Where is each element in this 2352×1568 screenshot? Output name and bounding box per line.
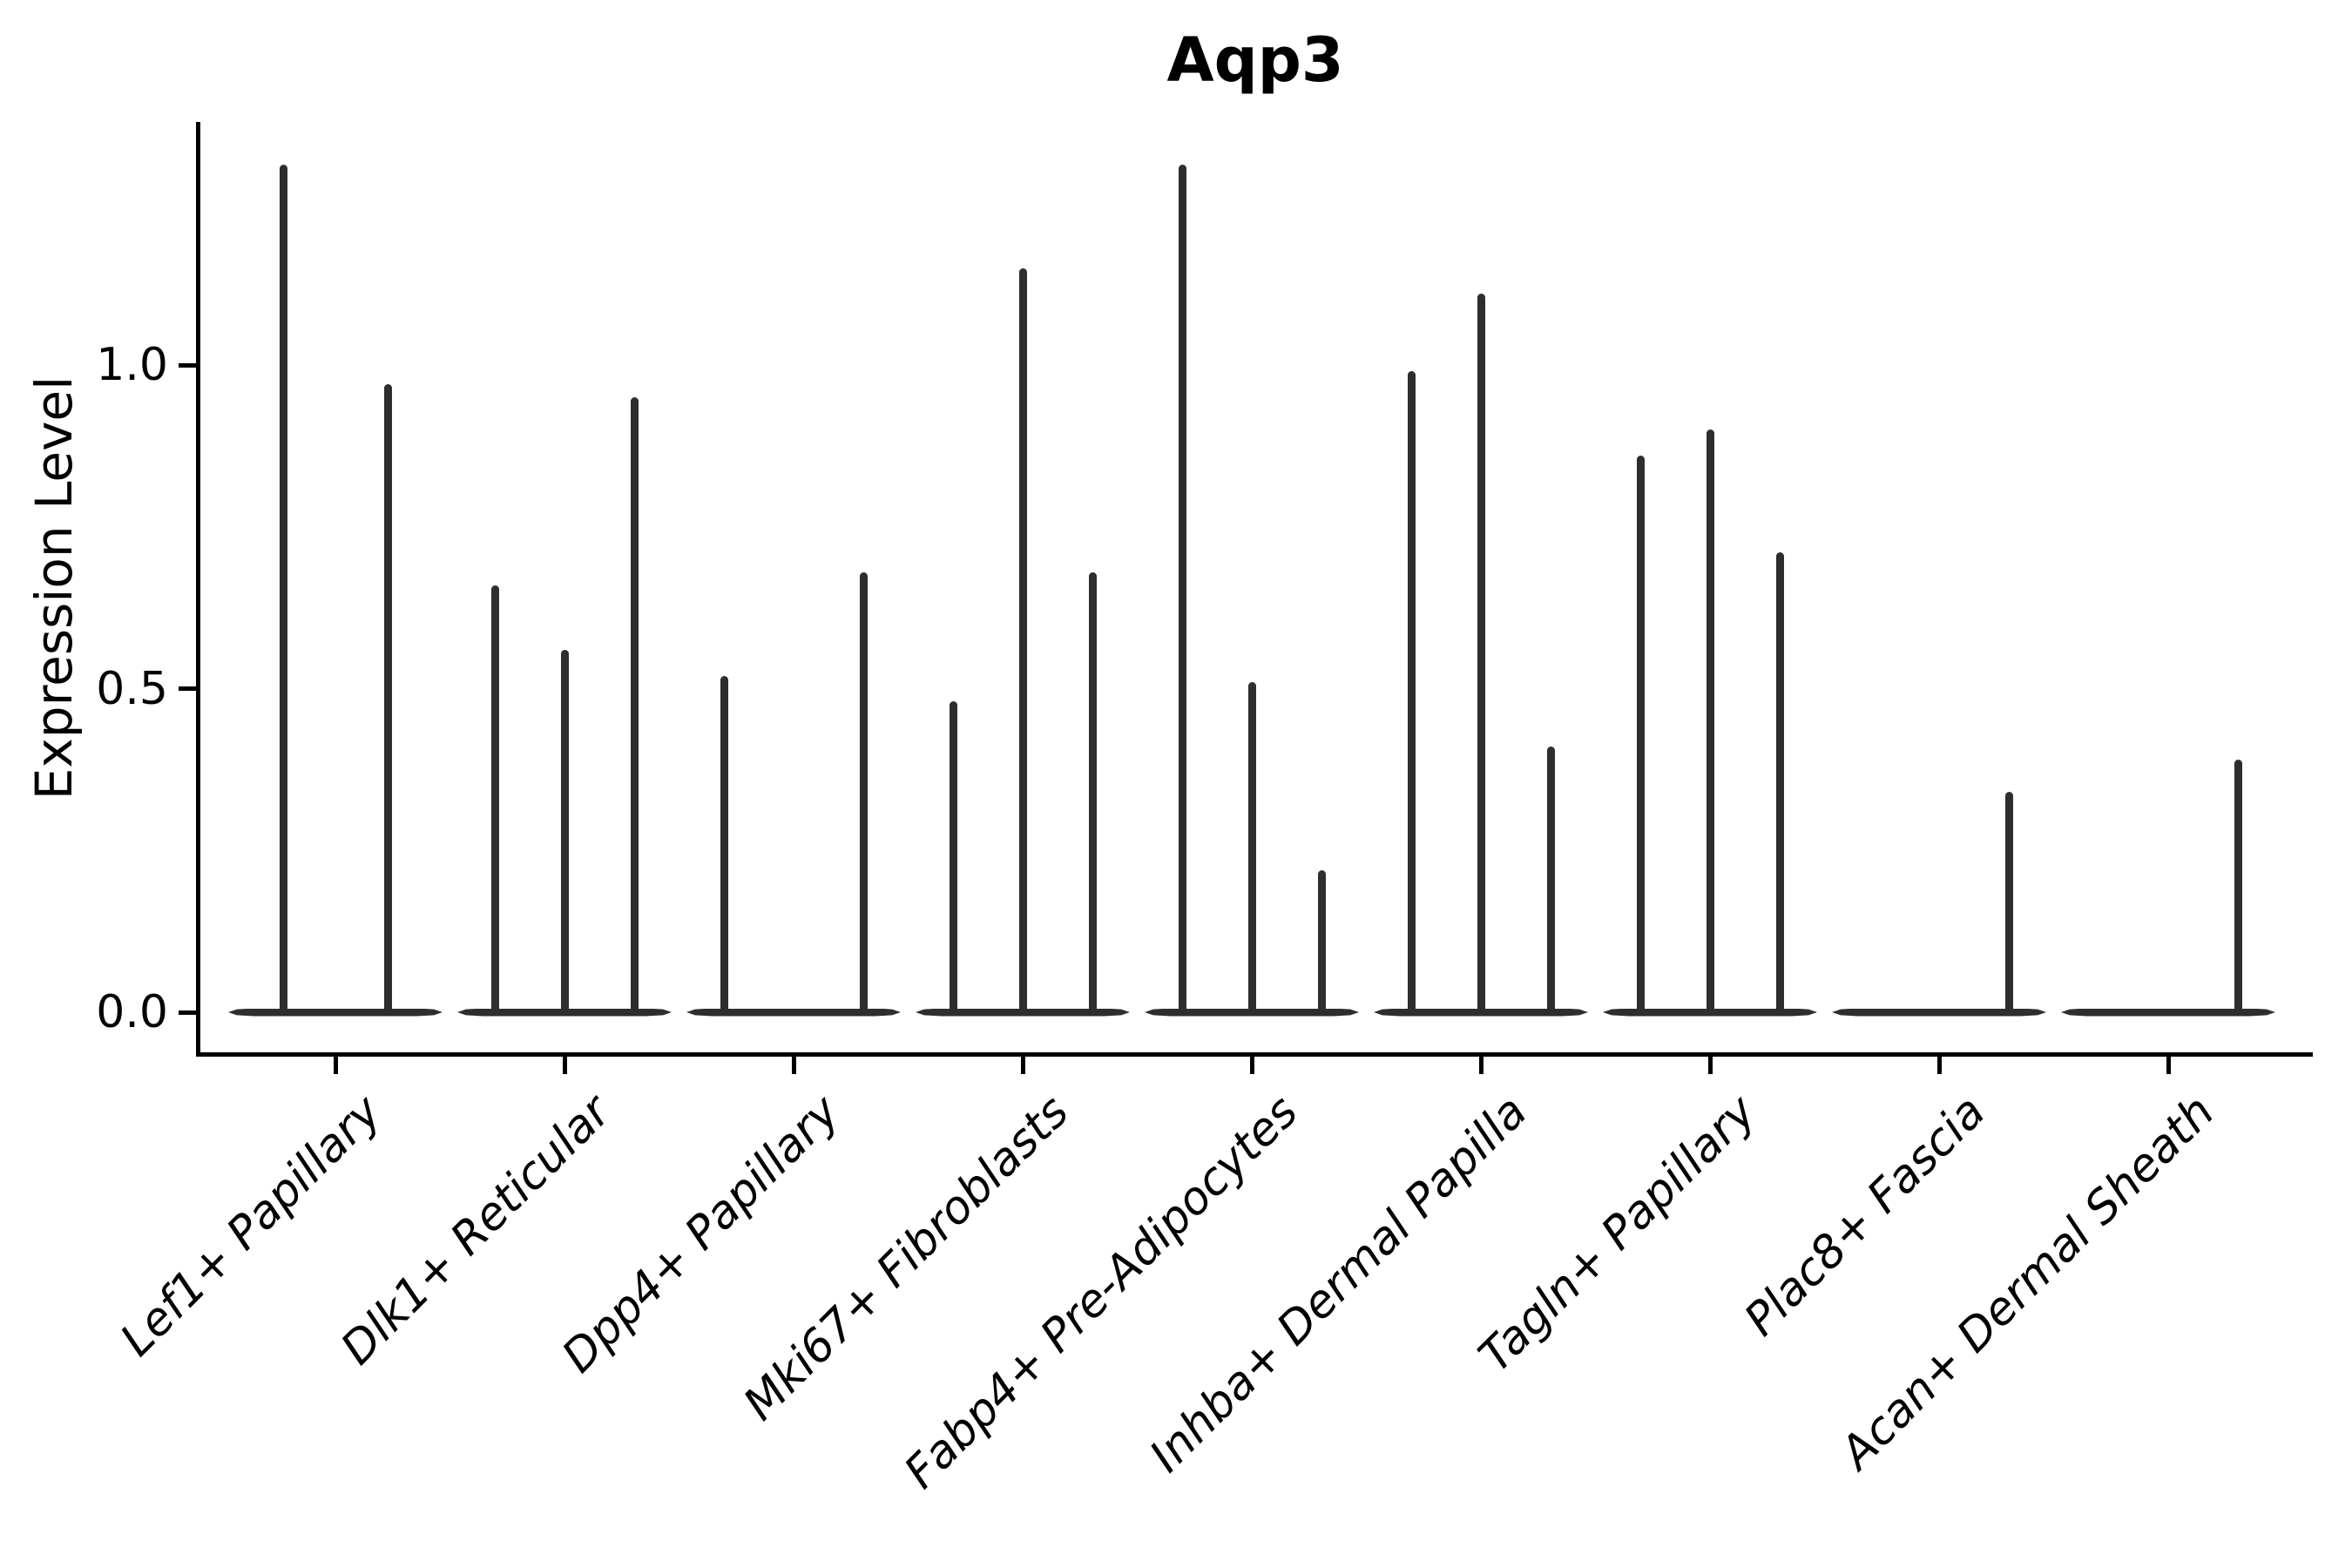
x-tick: [1478, 1056, 1484, 1074]
violin-spike: [720, 675, 728, 1012]
violin-base: [1603, 1008, 1817, 1017]
x-tick: [333, 1056, 338, 1074]
x-tick-label: Plac8+ Fascia: [1734, 1085, 1996, 1346]
violin-base: [916, 1008, 1130, 1017]
x-tick: [562, 1056, 567, 1074]
y-tick: [178, 686, 196, 691]
violin-spike: [1546, 747, 1555, 1012]
violin-spike: [1178, 164, 1186, 1012]
y-tick-label: 1.0: [96, 339, 168, 391]
violin-spike: [630, 397, 639, 1012]
violin-base: [2061, 1008, 2275, 1017]
x-tick: [2166, 1056, 2171, 1074]
violin-spike: [1018, 267, 1027, 1012]
violin-base: [1145, 1008, 1359, 1017]
x-tick: [1020, 1056, 1025, 1074]
violin-spike: [1636, 456, 1645, 1012]
violin-base: [686, 1008, 901, 1017]
violin-spike: [2234, 760, 2242, 1012]
x-tick: [1707, 1056, 1713, 1074]
x-tick: [1249, 1056, 1254, 1074]
y-tick: [178, 1010, 196, 1015]
violin-base: [457, 1008, 672, 1017]
violin-spike: [1706, 429, 1714, 1012]
chart-title: Aqp3: [1166, 24, 1344, 96]
x-tick-label: Acan+ Dermal Sheath: [1830, 1085, 2225, 1479]
x-tick: [1936, 1056, 1942, 1074]
violin-spike: [949, 701, 957, 1012]
violin-spike: [2004, 792, 2013, 1012]
x-tick: [791, 1056, 796, 1074]
violin-spike: [859, 571, 868, 1012]
violin-spike: [1088, 571, 1097, 1012]
x-tick-label: Inhba+ Dermal Papilla: [1139, 1085, 1538, 1483]
violin-base: [1374, 1008, 1588, 1017]
violin-spike: [1407, 371, 1416, 1012]
violin-spike: [1247, 682, 1256, 1012]
violin-spike: [490, 585, 499, 1012]
y-tick: [178, 362, 196, 368]
violin-base: [1832, 1008, 2046, 1017]
violin-spike: [560, 649, 569, 1012]
violin-spike: [1477, 294, 1485, 1012]
violin-spike: [1775, 552, 1784, 1012]
y-tick-label: 0.0: [96, 986, 168, 1038]
violin-spike: [383, 384, 392, 1012]
y-tick-label: 0.5: [96, 662, 168, 715]
x-tick-label: Fabp4+ Pre-Adipocytes: [895, 1085, 1308, 1499]
violin-base: [228, 1008, 443, 1017]
x-axis-line: [195, 1051, 2313, 1057]
violin-spike: [1317, 869, 1326, 1012]
y-axis-line: [195, 122, 200, 1057]
violin-spike: [279, 164, 287, 1012]
